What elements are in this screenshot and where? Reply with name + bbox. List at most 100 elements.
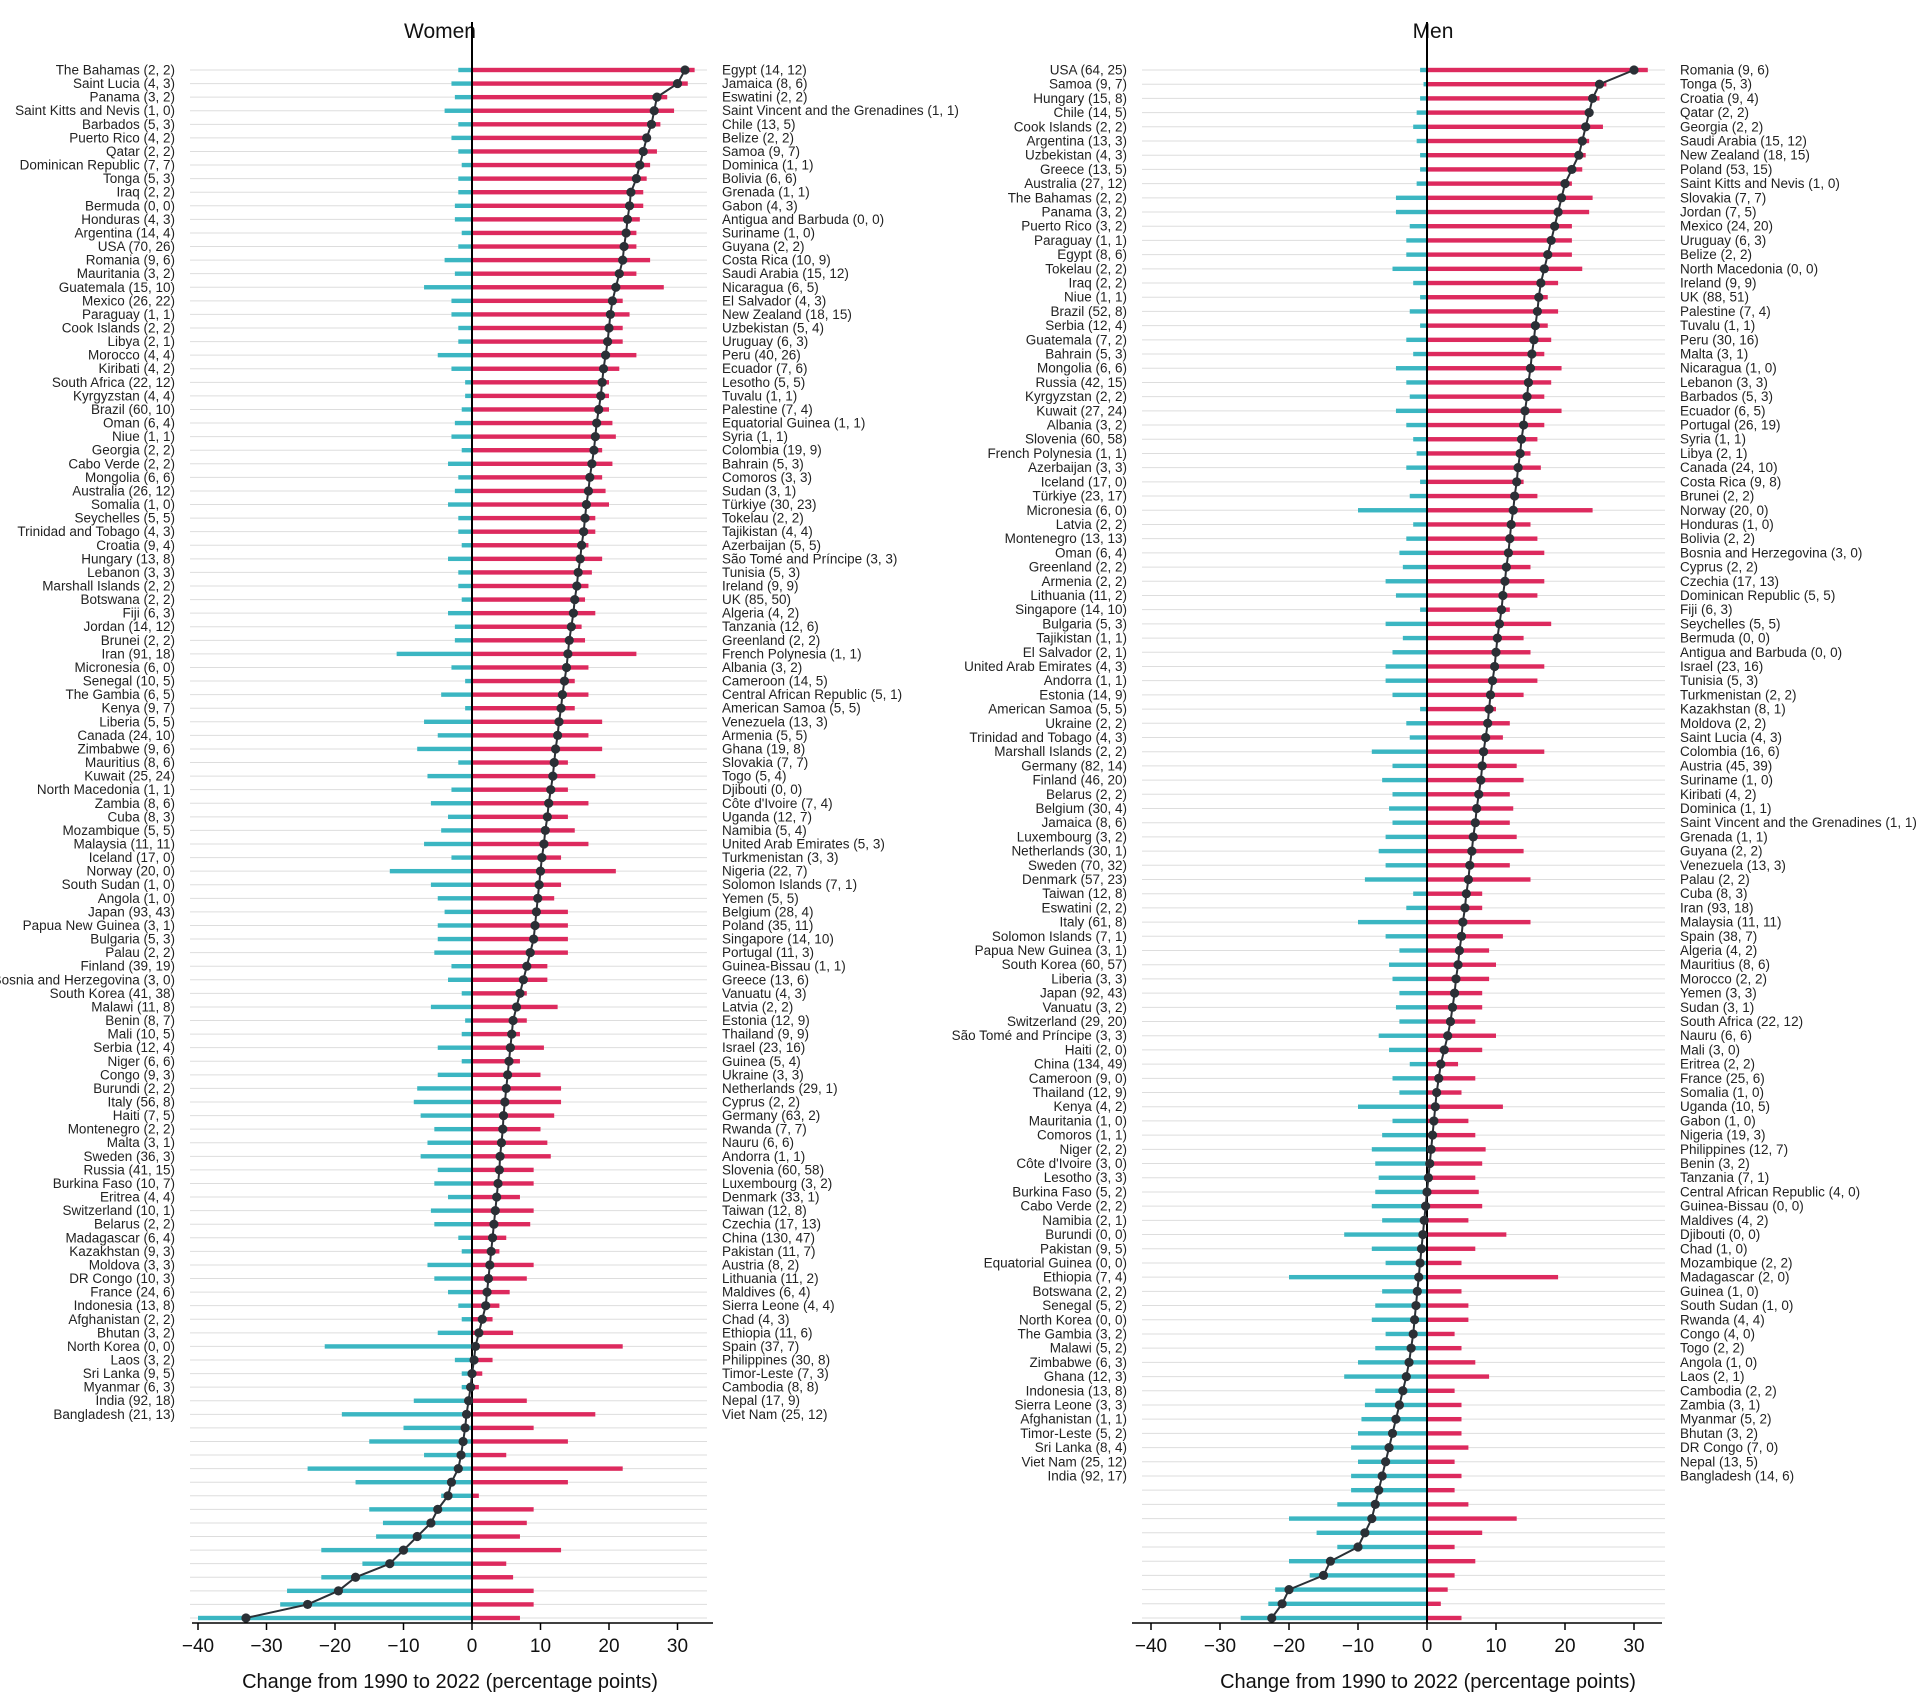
men-increase-bar	[1427, 124, 1603, 130]
men-left-country-label: El Salvador (2, 1)	[1023, 645, 1127, 660]
men-net-change-dot	[1467, 846, 1477, 856]
women-right-country-label: Guinea-Bissau (1, 1)	[722, 959, 846, 974]
men-left-country-label: Denmark (57, 23)	[1022, 872, 1127, 887]
women-decrease-bar	[376, 1534, 472, 1539]
women-right-country-label: Tajikistan (4, 4)	[722, 524, 813, 539]
women-net-change-dot	[515, 988, 525, 998]
women-left-country-label: South Korea (41, 38)	[50, 986, 175, 1001]
women-right-country-label: Comoros (3, 3)	[722, 470, 812, 485]
men-decrease-bar	[1406, 721, 1427, 726]
men-x-tick-label: 20	[1554, 1636, 1575, 1657]
women-net-change-dot	[504, 1056, 514, 1066]
men-net-change-dot	[1419, 1215, 1429, 1225]
men-net-change-dot	[1418, 1229, 1428, 1240]
men-right-country-label: Brunei (2, 2)	[1680, 489, 1754, 504]
women-left-country-label: Somalia (1, 0)	[91, 497, 175, 512]
men-increase-bar	[1427, 138, 1590, 144]
men-net-change-dot	[1425, 1158, 1435, 1169]
women-net-change-dot	[570, 594, 580, 605]
women-net-change-dot	[467, 1368, 477, 1379]
men-right-country-label: UK (88, 51)	[1680, 290, 1749, 305]
women-x-axis: −40 −30 −20 −10 0 10 20 30	[182, 1622, 713, 1657]
men-left-country-label: Thailand (12, 9)	[1032, 1085, 1127, 1100]
men-decrease-bar	[1399, 550, 1427, 556]
men-net-change-dot	[1404, 1357, 1414, 1367]
women-decrease-bar	[458, 570, 472, 575]
men-increase-bar	[1427, 1246, 1476, 1251]
women-right-country-label: Solomon Islands (7, 1)	[722, 877, 857, 892]
women-decrease-bar	[461, 991, 472, 996]
men-net-change-dot	[1461, 889, 1471, 899]
women-left-country-label: Brazil (60, 10)	[91, 402, 175, 417]
men-left-country-label: Afghanistan (1, 1)	[1020, 1412, 1127, 1427]
women-left-country-label: Haiti (7, 5)	[113, 1108, 175, 1123]
women-net-change-dot	[635, 160, 645, 170]
women-net-change-dot	[540, 825, 550, 836]
women-x-tick-label: −20	[319, 1636, 351, 1657]
men-increase-bar	[1427, 905, 1483, 911]
men-decrease-bar	[1275, 1587, 1427, 1592]
women-decrease-bar	[369, 1439, 472, 1444]
women-net-change-dot	[333, 1586, 344, 1596]
men-increase-bar	[1427, 295, 1548, 300]
women-increase-bar	[472, 1398, 527, 1403]
men-left-country-label: Tajikistan (1, 1)	[1036, 631, 1127, 646]
men-net-change-dot	[1408, 1329, 1418, 1339]
women-increase-bar	[472, 1099, 562, 1105]
women-left-country-label: Micronesia (6, 0)	[74, 660, 175, 675]
women-right-country-label: Palestine (7, 4)	[722, 402, 813, 417]
women-decrease-bar	[280, 1602, 472, 1607]
women-net-change-dot	[466, 1382, 476, 1392]
women-increase-bar	[472, 570, 592, 575]
men-left-country-label: Sierra Leone (3, 3)	[1014, 1397, 1127, 1412]
men-decrease-bar	[1289, 1558, 1427, 1564]
women-left-country-label: Moldova (3, 3)	[89, 1257, 175, 1272]
women-decrease-bar	[427, 1140, 472, 1145]
women-decrease-bar	[396, 651, 472, 657]
men-decrease-bar	[1399, 1019, 1427, 1024]
men-net-change-dot	[1513, 463, 1523, 473]
women-decrease-bar	[451, 787, 472, 792]
women-net-change-dot	[622, 214, 633, 224]
women-decrease-bar	[461, 1371, 472, 1376]
women-decrease-bar	[355, 1480, 472, 1485]
men-left-country-label: United Arab Emirates (4, 3)	[964, 659, 1127, 674]
men-net-change-dot	[1360, 1528, 1370, 1538]
women-increase-bar	[472, 964, 548, 969]
women-increase-bar	[472, 746, 603, 752]
women-net-change-dot	[453, 1464, 463, 1474]
women-left-country-label: Saint Kitts and Nevis (1, 0)	[15, 103, 175, 118]
women-increase-bar	[472, 1439, 568, 1444]
women-left-country-label: South Africa (22, 12)	[52, 375, 175, 390]
men-net-change-dot	[1401, 1371, 1411, 1382]
men-right-country-label: Suriname (1, 0)	[1680, 773, 1773, 788]
women-right-country-label: Poland (35, 11)	[722, 918, 813, 933]
women-net-change-dot	[642, 133, 652, 143]
men-increase-bar	[1427, 1274, 1559, 1280]
men-decrease-bar	[1385, 1260, 1427, 1266]
women-right-country-label: Czechia (17, 13)	[722, 1217, 821, 1232]
men-increase-bar	[1427, 1544, 1455, 1550]
women-decrease-bar	[307, 1466, 472, 1471]
men-right-country-label: Mali (3, 0)	[1680, 1042, 1740, 1057]
women-net-change-dot	[483, 1273, 494, 1284]
men-left-country-label: Botswana (2, 2)	[1032, 1284, 1127, 1299]
men-net-change-dot	[1520, 406, 1530, 416]
women-increase-bar	[472, 257, 651, 263]
men-right-country-label: Mexico (24, 20)	[1680, 219, 1773, 234]
men-increase-bar	[1427, 1473, 1462, 1479]
women-net-change-dot	[539, 839, 549, 849]
women-right-country-label: Tanzania (12, 6)	[722, 619, 819, 634]
women-left-country-label: Croatia (9, 4)	[96, 538, 175, 553]
women-left-country-label: Belarus (2, 2)	[94, 1217, 175, 1232]
women-right-country-label: Antigua and Barbuda (0, 0)	[722, 212, 884, 227]
men-right-country-label: North Macedonia (0, 0)	[1680, 261, 1818, 276]
women-decrease-bar	[458, 149, 472, 154]
men-decrease-bar	[1416, 451, 1427, 456]
men-net-change-dot	[1525, 363, 1536, 373]
women-decrease-bar	[458, 475, 472, 480]
women-decrease-bar	[451, 135, 472, 141]
women-decrease-bar	[448, 461, 472, 466]
women-increase-bar	[472, 1561, 507, 1566]
men-net-change-dot	[1490, 661, 1500, 672]
